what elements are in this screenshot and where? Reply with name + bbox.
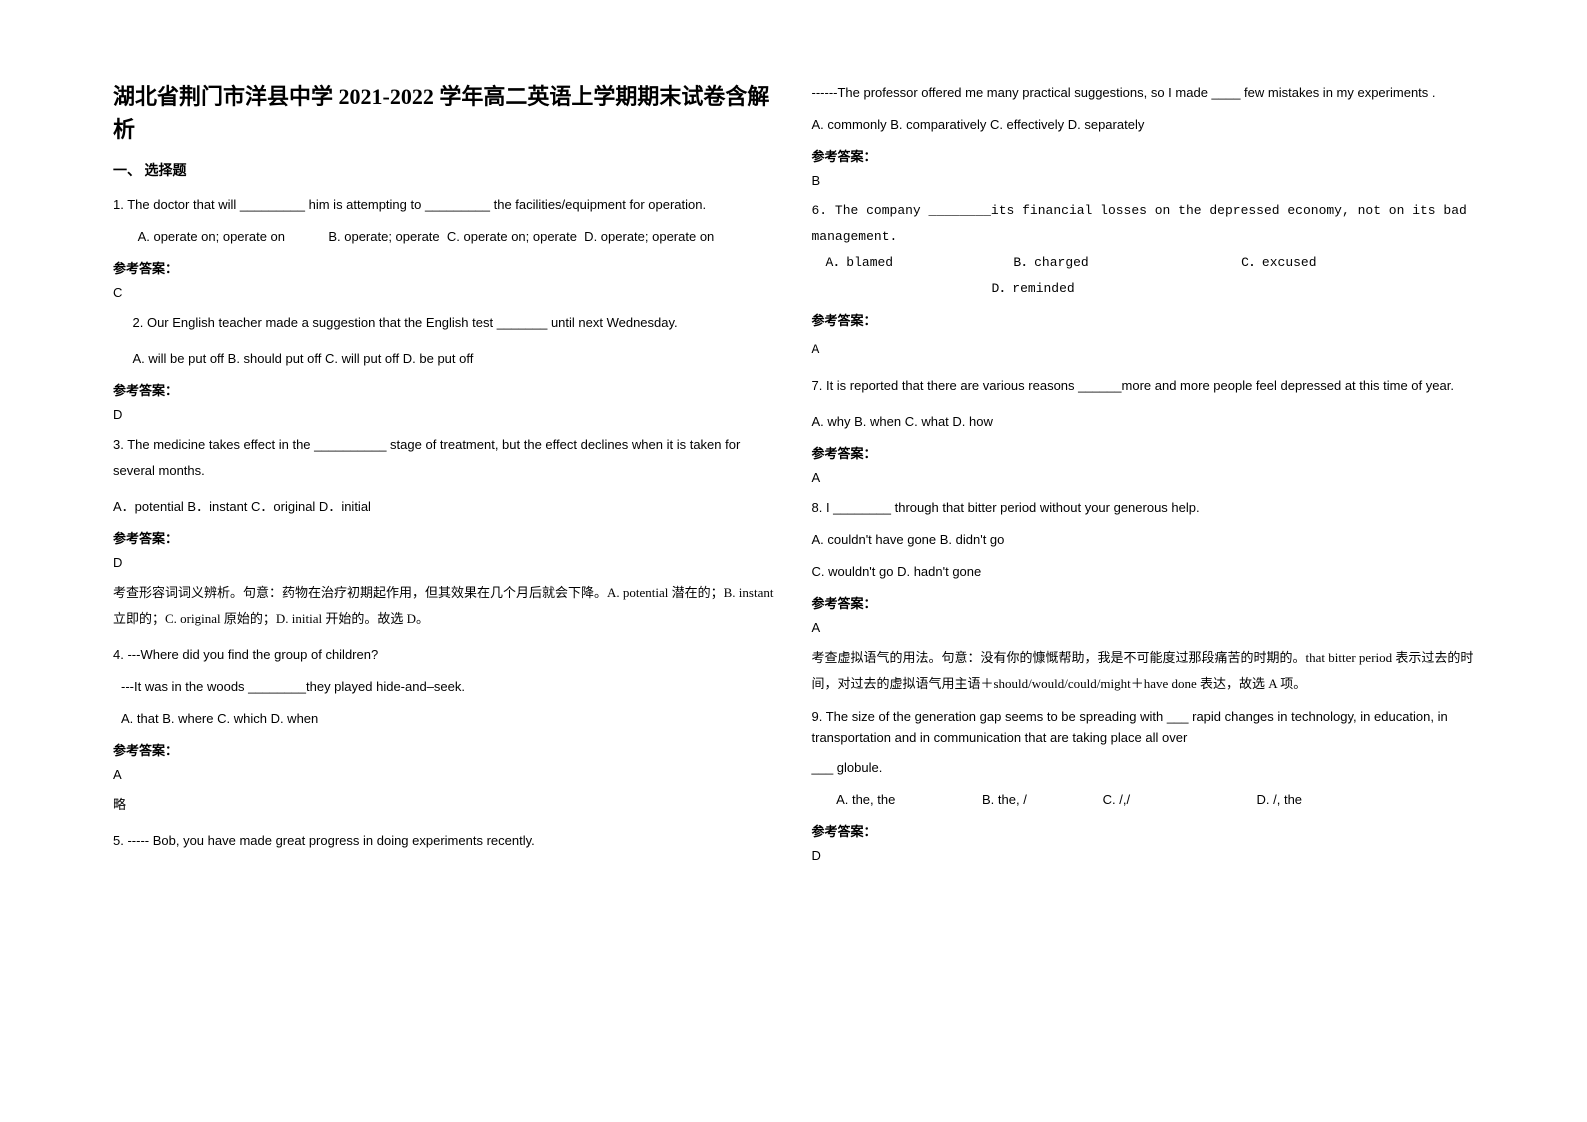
- q8-options-line2: C. wouldn't go D. hadn't gone: [812, 559, 1475, 585]
- q9-options: A. the, the B. the, / C. /,/ D. /, the: [812, 787, 1475, 813]
- q3-answer-label: 参考答案：: [113, 528, 776, 547]
- q6-opt-b: B．charged: [1013, 250, 1233, 276]
- q5-options: A. commonly B. comparatively C. effectiv…: [812, 112, 1475, 138]
- q8-answer-label: 参考答案：: [812, 593, 1475, 612]
- q8-stem: 8. I ________ through that bitter period…: [812, 495, 1475, 521]
- q3-stem: 3. The medicine takes effect in the ____…: [113, 432, 776, 484]
- q7-stem: 7. It is reported that there are various…: [812, 373, 1475, 399]
- q4-answer-label: 参考答案：: [113, 740, 776, 759]
- q7-options: A. why B. when C. what D. how: [812, 409, 1475, 435]
- q2-answer-label: 参考答案：: [113, 380, 776, 399]
- q9-stem1: 9. The size of the generation gap seems …: [812, 707, 1475, 749]
- q9-answer: D: [812, 848, 1475, 863]
- q3-explanation: 考查形容词词义辨析。句意：药物在治疗初期起作用，但其效果在几个月后就会下降。A.…: [113, 580, 776, 632]
- q1-stem: 1. The doctor that will _________ him is…: [113, 192, 776, 218]
- exam-title: 湖北省荆门市洋县中学 2021-2022 学年高二英语上学期期末试卷含解析: [113, 80, 776, 146]
- left-column: 湖北省荆门市洋县中学 2021-2022 学年高二英语上学期期末试卷含解析 一、…: [95, 80, 794, 1072]
- q1-options: A. operate on; operate on B. operate; op…: [113, 224, 776, 250]
- q6-answer: A: [812, 337, 1475, 363]
- section-heading: 一、 选择题: [113, 160, 776, 180]
- q5-answer: B: [812, 173, 1475, 188]
- q7-answer-label: 参考答案：: [812, 443, 1475, 462]
- q6-stem: 6. The company ________its financial los…: [812, 198, 1475, 250]
- q2-stem: 2. Our English teacher made a suggestion…: [113, 310, 776, 336]
- q5-stem: 5. ----- Bob, you have made great progre…: [113, 828, 776, 854]
- q9-stem2: ___ globule.: [812, 755, 1475, 781]
- q4-answer: A: [113, 767, 776, 782]
- q6-opt-d: D．reminded: [992, 276, 1075, 302]
- q6-opt-c: C．excused: [1241, 250, 1316, 276]
- right-column: ------The professor offered me many prac…: [794, 80, 1493, 1072]
- q4-explanation: 略: [113, 792, 776, 818]
- q9-answer-label: 参考答案：: [812, 821, 1475, 840]
- q6-options: A．blamed B．charged C．excused D．reminded: [812, 250, 1475, 302]
- q5-line2: ------The professor offered me many prac…: [812, 80, 1475, 106]
- exam-page: 湖北省荆门市洋县中学 2021-2022 学年高二英语上学期期末试卷含解析 一、…: [0, 0, 1587, 1122]
- q8-explanation: 考查虚拟语气的用法。句意：没有你的慷慨帮助，我是不可能度过那段痛苦的时期的。th…: [812, 645, 1475, 697]
- q8-answer: A: [812, 620, 1475, 635]
- q3-answer: D: [113, 555, 776, 570]
- q1-answer-label: 参考答案：: [113, 258, 776, 277]
- q5-answer-label: 参考答案：: [812, 146, 1475, 165]
- q2-options: A. will be put off B. should put off C. …: [113, 346, 776, 372]
- q6-answer-label: 参考答案：: [812, 310, 1475, 329]
- q7-answer: A: [812, 470, 1475, 485]
- q2-answer: D: [113, 407, 776, 422]
- q8-options-line1: A. couldn't have gone B. didn't go: [812, 527, 1475, 553]
- q4-options: A. that B. where C. which D. when: [121, 706, 776, 732]
- q6-opt-a: A．blamed: [826, 250, 1006, 276]
- q1-answer: C: [113, 285, 776, 300]
- q4-stem: 4. ---Where did you find the group of ch…: [113, 642, 776, 668]
- q4-line2: ---It was in the woods ________they play…: [121, 674, 776, 700]
- q3-options: A．potential B．instant C．original D．initi…: [113, 494, 776, 520]
